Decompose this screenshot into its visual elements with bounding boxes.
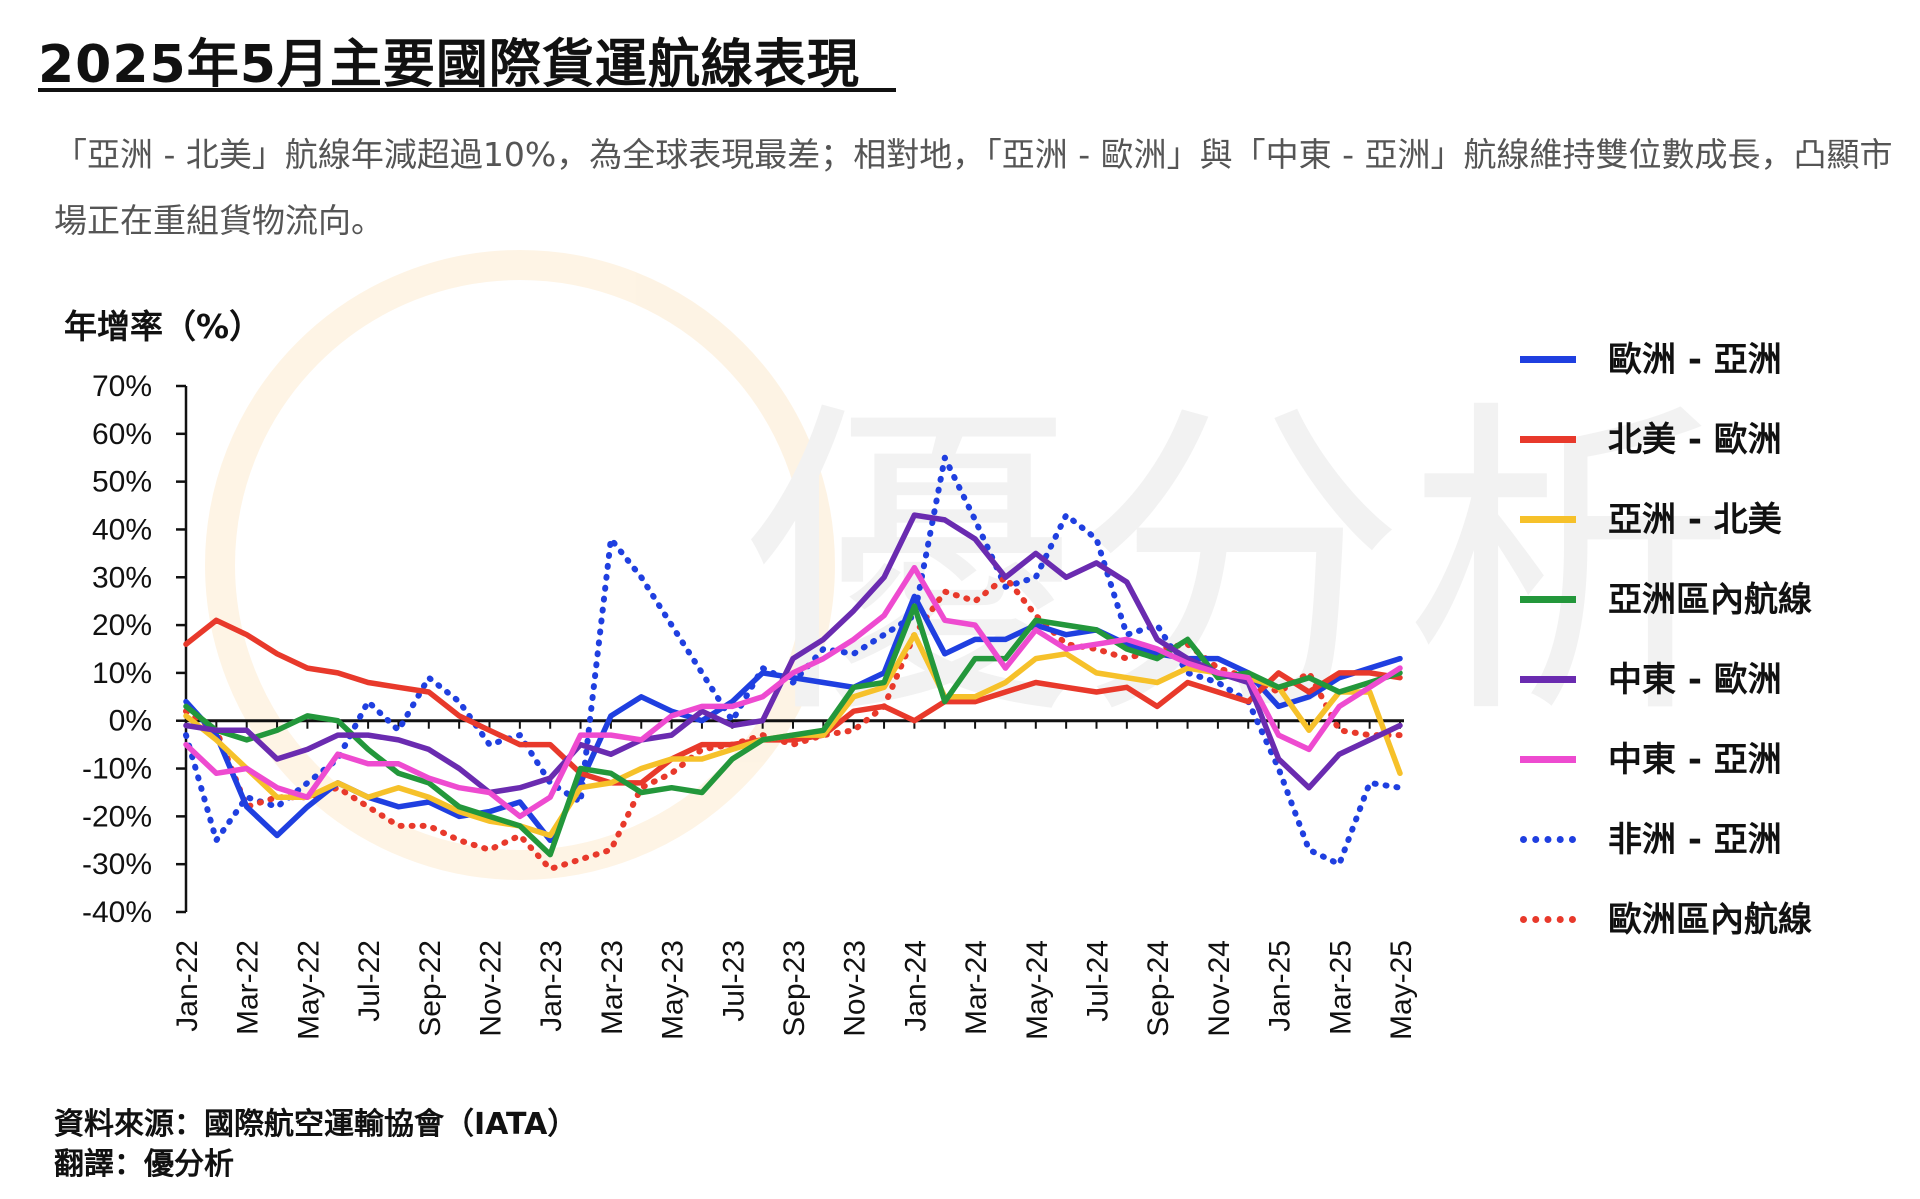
- y-tick-label: 70%: [92, 370, 152, 403]
- x-tick-label: Jan-25: [1264, 940, 1297, 1032]
- legend-swatch: [1520, 836, 1576, 843]
- x-tick-label: Jan-24: [899, 940, 932, 1032]
- legend-label: 歐洲區內航線: [1608, 900, 1812, 940]
- legend-label: 中東 - 亞洲: [1608, 740, 1782, 780]
- chart-subtitle: 「亞洲 - 北美」航線年減超過10%，為全球表現最差；相對地，「亞洲 - 歐洲」…: [54, 135, 1893, 240]
- watermark: 優分析: [205, 250, 1735, 880]
- x-tick-label: Nov-24: [1203, 940, 1236, 1037]
- series-line: [183, 512, 1403, 796]
- y-tick-label: 0%: [109, 705, 152, 738]
- x-tick-label: Mar-25: [1324, 940, 1357, 1035]
- legend-swatch: [1520, 756, 1576, 763]
- legend-swatch: [1520, 356, 1576, 363]
- y-tick-label: 10%: [92, 657, 152, 690]
- y-tick-label: -40%: [82, 896, 152, 929]
- chart-title: 2025年5月主要國際貨運航線表現: [38, 35, 860, 95]
- x-tick-label: Sep-23: [778, 940, 811, 1037]
- x-tick-label: Jul-22: [353, 940, 386, 1022]
- x-tick-label: May-24: [1021, 940, 1054, 1040]
- x-tick-label: Mar-22: [232, 940, 265, 1035]
- series-line: [183, 454, 1403, 868]
- x-tick-label: May-23: [657, 940, 690, 1040]
- y-axis-label: 年增率（%）: [64, 307, 263, 346]
- x-tick-label: May-22: [292, 940, 325, 1040]
- legend-swatch: [1520, 676, 1576, 683]
- y-tick-label: 20%: [92, 609, 152, 642]
- legend-swatch: [1520, 436, 1576, 443]
- x-tick-label: Nov-22: [475, 940, 508, 1037]
- series-line: [183, 617, 1403, 786]
- legend-label: 亞洲 - 北美: [1608, 500, 1782, 540]
- y-tick-label: 50%: [92, 466, 152, 499]
- x-tick-label: Jan-23: [535, 940, 568, 1032]
- y-tick-label: 30%: [92, 561, 152, 594]
- x-tick-label: Jul-24: [1082, 940, 1115, 1022]
- legend-label: 亞洲區內航線: [1608, 580, 1812, 620]
- legend-label: 北美 - 歐洲: [1608, 420, 1782, 460]
- legend-label: 歐洲 - 亞洲: [1608, 340, 1782, 380]
- x-tick-label: Jul-23: [717, 940, 750, 1022]
- source-note: 資料來源：國際航空運輸協會（IATA） 翻譯：優分析: [54, 1105, 577, 1185]
- y-tick-label: 60%: [92, 418, 152, 451]
- title-underline: [38, 88, 896, 92]
- x-tick-label: Mar-23: [596, 940, 629, 1035]
- y-tick-label: -30%: [82, 848, 152, 881]
- series-line: [183, 593, 1403, 844]
- x-tick-label: Sep-24: [1142, 940, 1175, 1037]
- x-tick-label: Mar-24: [960, 940, 993, 1035]
- y-tick-label: 40%: [92, 513, 152, 546]
- legend-swatch: [1520, 596, 1576, 603]
- legend-swatch: [1520, 916, 1576, 923]
- source-text: 資料來源：國際航空運輸協會（IATA）: [54, 1107, 578, 1142]
- x-tick-label: Jan-22: [171, 940, 204, 1032]
- x-tick-label: May-25: [1385, 940, 1418, 1040]
- translator-text: 翻譯：優分析: [54, 1147, 234, 1182]
- legend-label: 非洲 - 亞洲: [1608, 820, 1782, 860]
- legend-label: 中東 - 歐洲: [1608, 660, 1782, 700]
- x-tick-label: Sep-22: [414, 940, 447, 1037]
- legend-swatch: [1520, 516, 1576, 523]
- x-tick-label: Nov-23: [839, 940, 872, 1037]
- series-line: [183, 564, 1403, 820]
- y-tick-label: -10%: [82, 753, 152, 786]
- y-tick-label: -20%: [82, 800, 152, 833]
